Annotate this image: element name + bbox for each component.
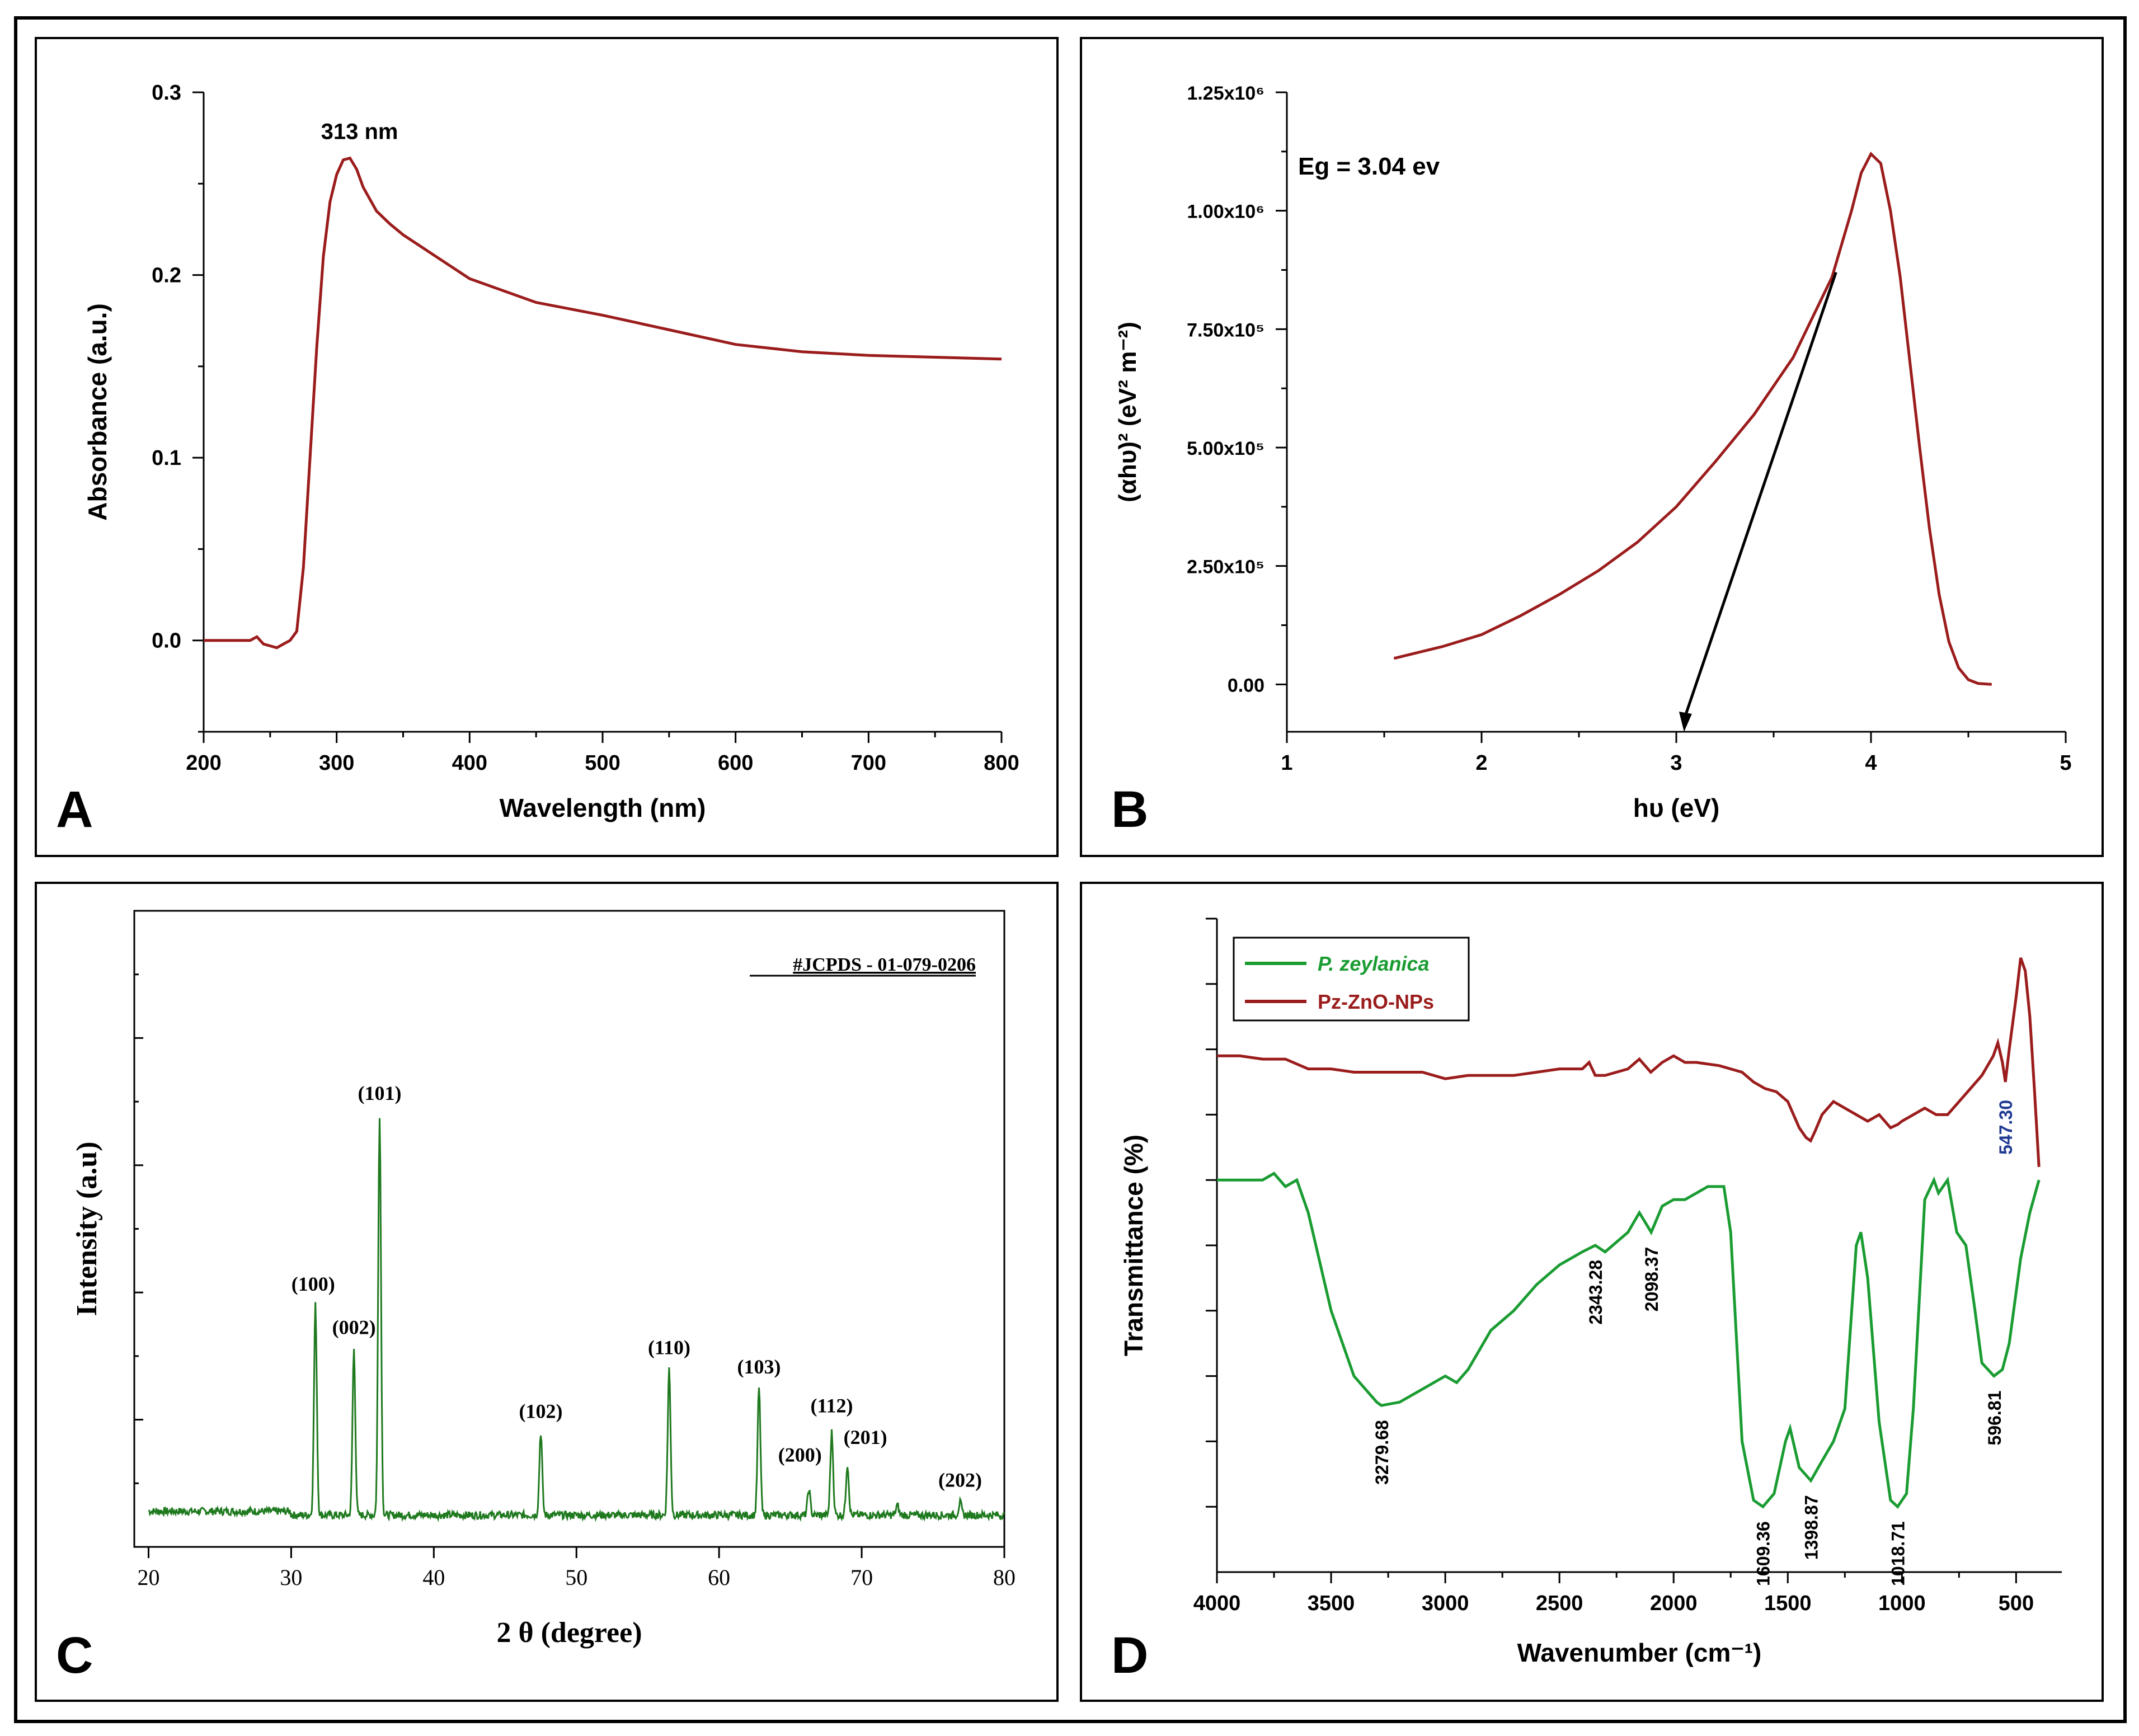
panel-b-y-tick-label: 7.50x10⁵ bbox=[1187, 319, 1264, 341]
panel-letter-b: B bbox=[1111, 781, 1148, 838]
panel-b-tangent-line bbox=[1682, 271, 1837, 720]
panel-c-x-tick-label: 80 bbox=[993, 1565, 1016, 1590]
panel-c-frame bbox=[35, 882, 1059, 1702]
panel-d-x-tick-label: 4000 bbox=[1193, 1592, 1241, 1615]
panel-d-peak-label: 596.81 bbox=[1985, 1391, 2005, 1446]
panel-d-chart: 4000 3500 3000 2500 2000 1500 1000 500 3279.68 23… bbox=[1119, 918, 2062, 1667]
panel-a-chart: 200 300 400 500 600 700 800 0.0 0.1 0.2 0.3 313 nm W… bbox=[83, 81, 1019, 822]
panel-c-peak-label: (201) bbox=[844, 1426, 887, 1448]
panel-d-y-label: Transmittance (%) bbox=[1119, 1135, 1148, 1356]
panel-letter-d: D bbox=[1111, 1627, 1148, 1684]
panel-c-peak-label: (103) bbox=[737, 1356, 781, 1378]
panel-c-peak-label: (101) bbox=[358, 1082, 401, 1104]
panel-a-x-tick-label: 700 bbox=[851, 751, 886, 775]
panel-a-x-tick-label: 500 bbox=[585, 751, 620, 775]
panel-c-peak-label: (100) bbox=[292, 1273, 335, 1295]
panel-c-peak-label: (102) bbox=[519, 1400, 563, 1422]
panel-c-peak-label: (002) bbox=[332, 1316, 376, 1339]
panel-d-peak-label: 547.30 bbox=[1996, 1100, 2016, 1155]
panel-b-y-tick-label: 1.00x10⁶ bbox=[1187, 201, 1264, 223]
panel-d-peak-label: 1609.36 bbox=[1753, 1521, 1774, 1586]
panel-c-peak-label: (200) bbox=[778, 1444, 822, 1466]
panel-a-x-tick-label: 800 bbox=[984, 751, 1019, 775]
panel-c-x-tick-label: 40 bbox=[422, 1565, 445, 1590]
panel-d-peak-label: 1018.71 bbox=[1888, 1521, 1908, 1586]
panel-b-tauc-line bbox=[1393, 151, 1992, 686]
panel-a-y-tick-label: 0.0 bbox=[152, 629, 181, 653]
panel-a-y-tick-label: 0.2 bbox=[152, 264, 181, 288]
panel-b-frame bbox=[1080, 37, 2104, 857]
panel-b-y-tick-label: 0.00 bbox=[1228, 675, 1264, 696]
panel-a-y-tick-label: 0.1 bbox=[152, 446, 181, 470]
panel-b-x-tick-label: 2 bbox=[1475, 751, 1487, 775]
panel-b-x-tick-label: 3 bbox=[1670, 751, 1682, 775]
panel-b-chart: 1 2 3 4 5 0.00 2.50x10⁵ 5.00x10⁵ 7.50x10⁵ 1.00x10… bbox=[1114, 83, 2072, 822]
panel-c-x-tick-label: 50 bbox=[565, 1565, 587, 1590]
panel-c-peak-label: (202) bbox=[938, 1469, 982, 1491]
panel-b-x-tick-label: 1 bbox=[1281, 751, 1292, 775]
panel-a-x-tick-label: 400 bbox=[452, 751, 487, 775]
panel-b-y-tick-label: 5.00x10⁵ bbox=[1187, 438, 1264, 459]
panel-b-bandgap-label: Eg = 3.04 ev bbox=[1298, 153, 1440, 180]
panel-a-x-tick-label: 300 bbox=[319, 751, 354, 775]
panel-a-x-tick-label: 200 bbox=[186, 751, 221, 775]
panel-a-y-tick-label: 0.3 bbox=[152, 81, 181, 105]
panel-b-x-tick-label: 4 bbox=[1865, 751, 1877, 775]
panel-b-x-label: hυ (eV) bbox=[1633, 793, 1720, 822]
panel-letter-a: A bbox=[56, 781, 93, 838]
panel-a-peak-label: 313 nm bbox=[321, 120, 398, 144]
panel-c-x-tick-label: 60 bbox=[708, 1565, 730, 1590]
panel-a-y-label: Absorbance (a.u.) bbox=[83, 303, 112, 521]
panel-d-p-zeylanica-line bbox=[1217, 1172, 2041, 1509]
panel-c-peak-label: (110) bbox=[648, 1337, 690, 1359]
panel-b-y-label: (αhυ)² (eV² m⁻²) bbox=[1114, 322, 1141, 502]
panel-d-peak-label: 2098.37 bbox=[1642, 1247, 1662, 1312]
panel-b-x-tick-label: 5 bbox=[2060, 751, 2071, 775]
panel-c-jcpds-label: #JCPDS - 01-079-0206 bbox=[793, 954, 976, 975]
panel-c-y-label: Intensity (a.u) bbox=[71, 1141, 103, 1316]
panel-b-y-tick-label: 1.25x10⁶ bbox=[1187, 83, 1264, 104]
panel-c-x-tick-label: 20 bbox=[137, 1565, 159, 1590]
panel-d-x-tick-label: 1500 bbox=[1764, 1592, 1812, 1615]
panel-d-pz-zno-nps-line bbox=[1217, 957, 2041, 1167]
panel-c-chart: 20 30 40 50 60 70 80 (100) (002) (101) (102) (110) (… bbox=[71, 910, 1016, 1649]
panel-d-peak-label: 1398.87 bbox=[1802, 1495, 1822, 1560]
panel-d-x-tick-label: 3500 bbox=[1308, 1592, 1355, 1615]
panel-b-y-tick-label: 2.50x10⁵ bbox=[1187, 557, 1264, 578]
panel-c-xrd-line bbox=[148, 1118, 1005, 1522]
panel-d-x-tick-label: 3000 bbox=[1422, 1592, 1469, 1615]
panel-c-peak-label: (112) bbox=[811, 1394, 853, 1417]
panel-a-frame bbox=[35, 37, 1059, 857]
panel-d-x-label: Wavenumber (cm⁻¹) bbox=[1517, 1638, 1762, 1667]
panel-a-absorbance-line bbox=[204, 156, 1002, 650]
panel-d-peak-label: 2343.28 bbox=[1586, 1260, 1606, 1325]
panel-c-x-label: 2 θ (degree) bbox=[496, 1617, 642, 1649]
panel-a-x-tick-label: 600 bbox=[718, 751, 753, 775]
panel-d-peak-label: 3279.68 bbox=[1372, 1420, 1392, 1485]
panel-a-x-label: Wavelength (nm) bbox=[500, 793, 706, 822]
panel-d-x-tick-label: 2500 bbox=[1536, 1592, 1583, 1615]
panel-d-legend-label-p-zeylanica: P. zeylanica bbox=[1318, 952, 1429, 975]
panel-d-x-tick-label: 2000 bbox=[1650, 1592, 1698, 1615]
panel-b-tangent-arrowhead bbox=[1679, 712, 1692, 732]
panel-c-x-tick-label: 30 bbox=[280, 1565, 302, 1590]
panel-d-legend-label-pz-zno-nps: Pz-ZnO-NPs bbox=[1318, 990, 1434, 1013]
panel-letter-c: C bbox=[56, 1627, 93, 1684]
panel-d-legend-box bbox=[1233, 937, 1470, 1022]
panel-d-x-tick-label: 500 bbox=[1999, 1592, 2034, 1615]
panel-d-x-tick-label: 1000 bbox=[1878, 1592, 1926, 1615]
panel-c-x-tick-label: 70 bbox=[850, 1565, 873, 1590]
